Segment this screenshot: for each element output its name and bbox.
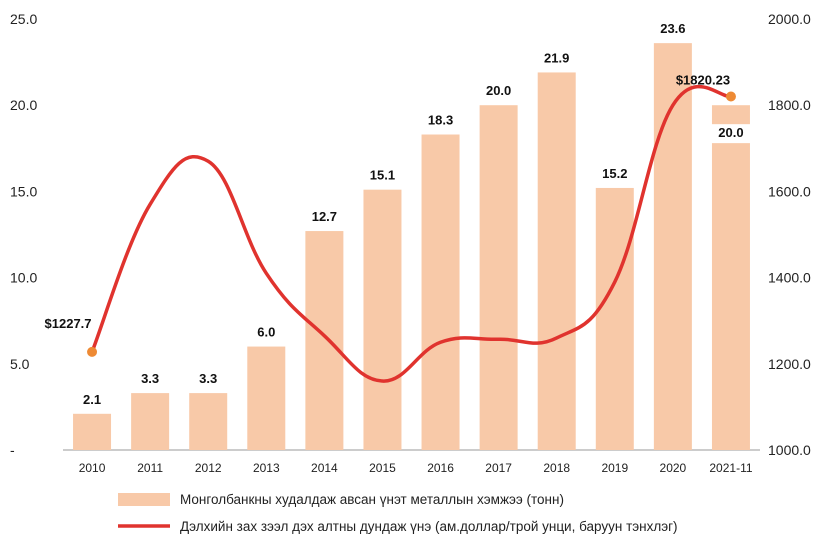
x-tick-label: 2019 [601, 461, 628, 475]
y-right-tick-label: 1200.0 [768, 356, 811, 372]
bar [131, 393, 170, 450]
bar [653, 43, 692, 451]
x-tick-label: 2015 [369, 461, 396, 475]
line-point-marker [725, 91, 736, 102]
x-tick-label: 2018 [543, 461, 570, 475]
bar-overlay-box [711, 105, 750, 125]
legend-bar-swatch [118, 493, 170, 506]
bars [73, 43, 750, 451]
x-tick-label: 2011 [137, 461, 163, 475]
y-left-tick-label: 20.0 [10, 97, 37, 113]
x-tick-label: 2014 [311, 461, 338, 475]
y-right-tick-label: 1000.0 [768, 442, 811, 458]
bar-value-label: 21.9 [544, 50, 569, 65]
y-left-tick-label: 10.0 [10, 270, 37, 286]
line-point-label: $1820.23 [676, 72, 730, 87]
bar [305, 231, 344, 450]
y-right-tick-label: 2000.0 [768, 11, 811, 27]
y-left-tick-label: 15.0 [10, 183, 37, 199]
bar-value-label: 15.1 [370, 168, 395, 183]
legend: Монголбанкны худалдаж авсан үнэт металлы… [118, 492, 678, 534]
x-tick-label: 2017 [485, 461, 512, 475]
bar [73, 413, 112, 450]
x-tick-label: 2013 [253, 461, 280, 475]
y-right-tick-label: 1800.0 [768, 97, 811, 113]
bar-value-label: 18.3 [428, 113, 453, 128]
y-right-tick-label: 1400.0 [768, 270, 811, 286]
y-left-tick-label: 25.0 [10, 11, 37, 27]
bar-value-label: 20.0 [718, 125, 743, 140]
right-axis: 1000.0 1200.0 1400.0 1600.0 1800.0 2000.0 [768, 11, 811, 458]
line-point-label: $1227.7 [45, 316, 92, 331]
line-point-marker [87, 346, 98, 357]
bar [711, 143, 750, 451]
x-tick-label: 2010 [79, 461, 106, 475]
x-tick-label: 2012 [195, 461, 222, 475]
x-tick-label: 2021-11 [709, 461, 752, 475]
bar-value-label: 6.0 [257, 325, 275, 340]
bar [363, 189, 402, 450]
legend-bar-label: Монголбанкны худалдаж авсан үнэт металлы… [180, 492, 564, 507]
bar-value-label: 2.1 [83, 392, 101, 407]
x-tick-label: 2016 [427, 461, 454, 475]
bar [537, 72, 576, 450]
bar-labels: 2.1 3.3 3.3 6.0 12.7 15.1 18.3 20.0 21.9 15.2 23.6… [83, 21, 744, 407]
y-right-tick-label: 1600.0 [768, 183, 811, 199]
bar [247, 346, 286, 450]
bar-value-label: 23.6 [660, 21, 685, 36]
bar-value-label: 3.3 [141, 371, 159, 386]
x-tick-labels: 2010 2011 2012 2013 2014 2015 2016 2017 2018 2019… [79, 461, 753, 475]
legend-line-label: Дэлхийн зах зээл дэх алтны дундаж үнэ (а… [180, 519, 678, 534]
gold-price-line-path [90, 84, 733, 383]
bar [479, 105, 518, 450]
bar [595, 187, 634, 450]
y-left-tick-label: - [10, 442, 15, 458]
bar [189, 393, 228, 450]
bar [421, 134, 460, 450]
bar-value-label: 20.0 [486, 83, 511, 98]
x-tick-label: 2020 [660, 461, 687, 475]
bar-value-label: 12.7 [312, 209, 337, 224]
bar-value-label: 15.2 [602, 166, 627, 181]
y-left-tick-label: 5.0 [10, 356, 30, 372]
bar-value-label: 3.3 [199, 371, 217, 386]
gold-price-line: $1227.7 $1820.23 [45, 72, 736, 383]
left-axis: - 5.0 10.0 15.0 20.0 25.0 [10, 11, 37, 458]
